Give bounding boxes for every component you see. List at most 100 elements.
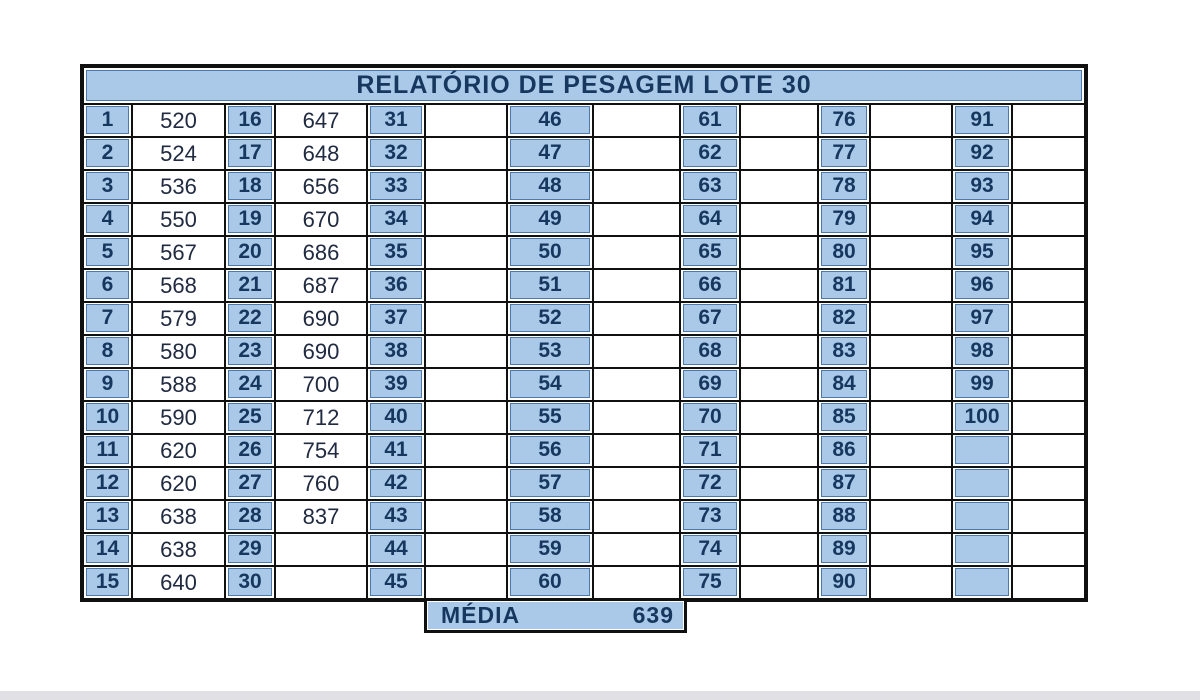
weight-value-cell[interactable]: [739, 532, 819, 567]
slot-number-cell[interactable]: 52: [506, 301, 594, 336]
slot-number-cell[interactable]: [951, 532, 1013, 567]
slot-number-cell[interactable]: 7: [81, 301, 133, 336]
slot-number-cell[interactable]: 42: [366, 466, 426, 501]
slot-number-cell[interactable]: 43: [366, 499, 426, 534]
slot-number-cell[interactable]: 79: [817, 202, 871, 237]
slot-number-cell[interactable]: 11: [81, 433, 133, 468]
slot-number-cell[interactable]: 69: [679, 367, 741, 402]
slot-number-cell[interactable]: 20: [224, 235, 276, 270]
slot-number-cell[interactable]: 6: [81, 268, 133, 303]
slot-number-cell[interactable]: 16: [224, 103, 276, 138]
slot-number-cell[interactable]: 17: [224, 136, 276, 171]
slot-number-cell[interactable]: 1: [81, 103, 133, 138]
weight-value-cell[interactable]: [1011, 433, 1087, 468]
slot-number-cell[interactable]: 71: [679, 433, 741, 468]
weight-value-cell[interactable]: 579: [131, 301, 226, 336]
slot-number-cell[interactable]: 49: [506, 202, 594, 237]
weight-value-cell[interactable]: 520: [131, 103, 226, 138]
slot-number-cell[interactable]: 21: [224, 268, 276, 303]
slot-number-cell[interactable]: [951, 466, 1013, 501]
weight-value-cell[interactable]: [1011, 235, 1087, 270]
slot-number-cell[interactable]: 63: [679, 169, 741, 204]
slot-number-cell[interactable]: 23: [224, 334, 276, 369]
slot-number-cell[interactable]: 67: [679, 301, 741, 336]
slot-number-cell[interactable]: 89: [817, 532, 871, 567]
weight-value-cell[interactable]: 588: [131, 367, 226, 402]
weight-value-cell[interactable]: 700: [274, 367, 368, 402]
slot-number-cell[interactable]: 14: [81, 532, 133, 567]
slot-number-cell[interactable]: 75: [679, 565, 741, 601]
title-cell[interactable]: RELATÓRIO DE PESAGEM LOTE 30: [81, 65, 1087, 105]
weight-value-cell[interactable]: 620: [131, 433, 226, 468]
slot-number-cell[interactable]: 32: [366, 136, 426, 171]
slot-number-cell[interactable]: 61: [679, 103, 741, 138]
weight-value-cell[interactable]: [592, 334, 681, 369]
weight-value-cell[interactable]: [592, 202, 681, 237]
slot-number-cell[interactable]: 27: [224, 466, 276, 501]
slot-number-cell[interactable]: 73: [679, 499, 741, 534]
slot-number-cell[interactable]: 94: [951, 202, 1013, 237]
slot-number-cell[interactable]: 26: [224, 433, 276, 468]
weight-value-cell[interactable]: 754: [274, 433, 368, 468]
weight-value-cell[interactable]: [424, 565, 508, 601]
weight-value-cell[interactable]: [1011, 499, 1087, 534]
weight-value-cell[interactable]: 686: [274, 235, 368, 270]
slot-number-cell[interactable]: 44: [366, 532, 426, 567]
weight-value-cell[interactable]: [869, 169, 953, 204]
weight-value-cell[interactable]: [869, 301, 953, 336]
weight-value-cell[interactable]: [424, 433, 508, 468]
slot-number-cell[interactable]: 30: [224, 565, 276, 601]
weight-value-cell[interactable]: [739, 103, 819, 138]
weight-value-cell[interactable]: 640: [131, 565, 226, 601]
weight-value-cell[interactable]: [592, 268, 681, 303]
slot-number-cell[interactable]: 53: [506, 334, 594, 369]
weight-value-cell[interactable]: [869, 565, 953, 601]
slot-number-cell[interactable]: 51: [506, 268, 594, 303]
weight-value-cell[interactable]: [424, 301, 508, 336]
slot-number-cell[interactable]: 55: [506, 400, 594, 435]
slot-number-cell[interactable]: 4: [81, 202, 133, 237]
weight-value-cell[interactable]: [1011, 136, 1087, 171]
slot-number-cell[interactable]: 97: [951, 301, 1013, 336]
weight-value-cell[interactable]: [1011, 103, 1087, 138]
slot-number-cell[interactable]: 99: [951, 367, 1013, 402]
weight-value-cell[interactable]: [869, 367, 953, 402]
weight-value-cell[interactable]: 568: [131, 268, 226, 303]
slot-number-cell[interactable]: 88: [817, 499, 871, 534]
slot-number-cell[interactable]: 100: [951, 400, 1013, 435]
weight-value-cell[interactable]: [869, 433, 953, 468]
slot-number-cell[interactable]: [951, 499, 1013, 534]
slot-number-cell[interactable]: 95: [951, 235, 1013, 270]
weight-value-cell[interactable]: 656: [274, 169, 368, 204]
slot-number-cell[interactable]: 91: [951, 103, 1013, 138]
slot-number-cell[interactable]: 34: [366, 202, 426, 237]
slot-number-cell[interactable]: 83: [817, 334, 871, 369]
slot-number-cell[interactable]: 62: [679, 136, 741, 171]
slot-number-cell[interactable]: 40: [366, 400, 426, 435]
slot-number-cell[interactable]: 47: [506, 136, 594, 171]
weight-value-cell[interactable]: [424, 136, 508, 171]
slot-number-cell[interactable]: 31: [366, 103, 426, 138]
slot-number-cell[interactable]: 8: [81, 334, 133, 369]
weight-value-cell[interactable]: [1011, 334, 1087, 369]
weight-value-cell[interactable]: [424, 367, 508, 402]
slot-number-cell[interactable]: 65: [679, 235, 741, 270]
weight-value-cell[interactable]: [1011, 268, 1087, 303]
weight-value-cell[interactable]: [869, 235, 953, 270]
weight-value-cell[interactable]: [1011, 400, 1087, 435]
slot-number-cell[interactable]: 46: [506, 103, 594, 138]
weight-value-cell[interactable]: [424, 235, 508, 270]
weight-value-cell[interactable]: [592, 565, 681, 601]
slot-number-cell[interactable]: 84: [817, 367, 871, 402]
weight-value-cell[interactable]: [739, 301, 819, 336]
weight-value-cell[interactable]: [592, 367, 681, 402]
weight-value-cell[interactable]: [1011, 367, 1087, 402]
slot-number-cell[interactable]: 35: [366, 235, 426, 270]
weight-value-cell[interactable]: 690: [274, 301, 368, 336]
weight-value-cell[interactable]: 524: [131, 136, 226, 171]
slot-number-cell[interactable]: 12: [81, 466, 133, 501]
weight-value-cell[interactable]: [739, 235, 819, 270]
slot-number-cell[interactable]: 15: [81, 565, 133, 601]
slot-number-cell[interactable]: 59: [506, 532, 594, 567]
slot-number-cell[interactable]: 82: [817, 301, 871, 336]
